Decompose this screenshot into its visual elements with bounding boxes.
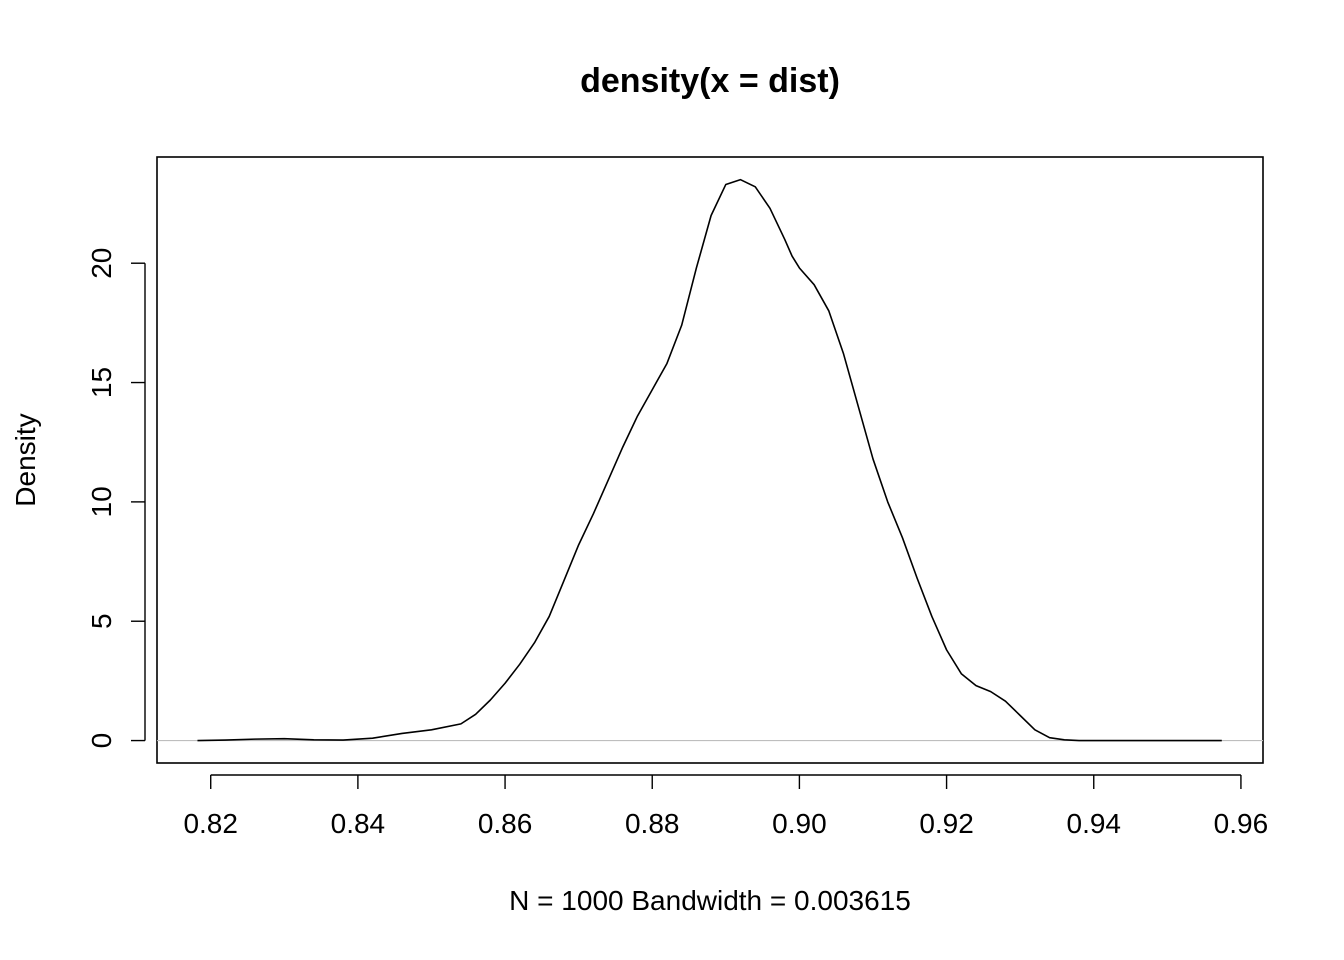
x-tick-label: 0.92: [919, 808, 974, 839]
y-tick-label: 5: [86, 613, 117, 629]
plot-frame: [156, 156, 1264, 764]
x-tick-label: 0.86: [478, 808, 533, 839]
x-axis-label: N = 1000 Bandwidth = 0.003615: [509, 885, 911, 916]
density-curve: [197, 178, 1222, 742]
x-tick-label: 0.82: [183, 808, 238, 839]
x-tick-label: 0.88: [625, 808, 680, 839]
x-tick-label: 0.90: [772, 808, 827, 839]
y-axis-label: Density: [10, 413, 41, 506]
y-tick-label: 10: [86, 486, 117, 517]
x-tick-label: 0.94: [1067, 808, 1122, 839]
y-tick-label: 0: [86, 733, 117, 749]
y-tick-label: 20: [86, 248, 117, 279]
x-tick-label: 0.96: [1214, 808, 1269, 839]
y-tick-label: 15: [86, 367, 117, 398]
y-axis: 0 5 10 15 20: [86, 248, 146, 749]
chart-title: density(x = dist): [580, 62, 840, 100]
x-tick-label: 0.84: [331, 808, 386, 839]
x-axis: 0.82 0.84 0.86 0.88 0.90 0.92 0.94 0.96: [183, 774, 1269, 839]
